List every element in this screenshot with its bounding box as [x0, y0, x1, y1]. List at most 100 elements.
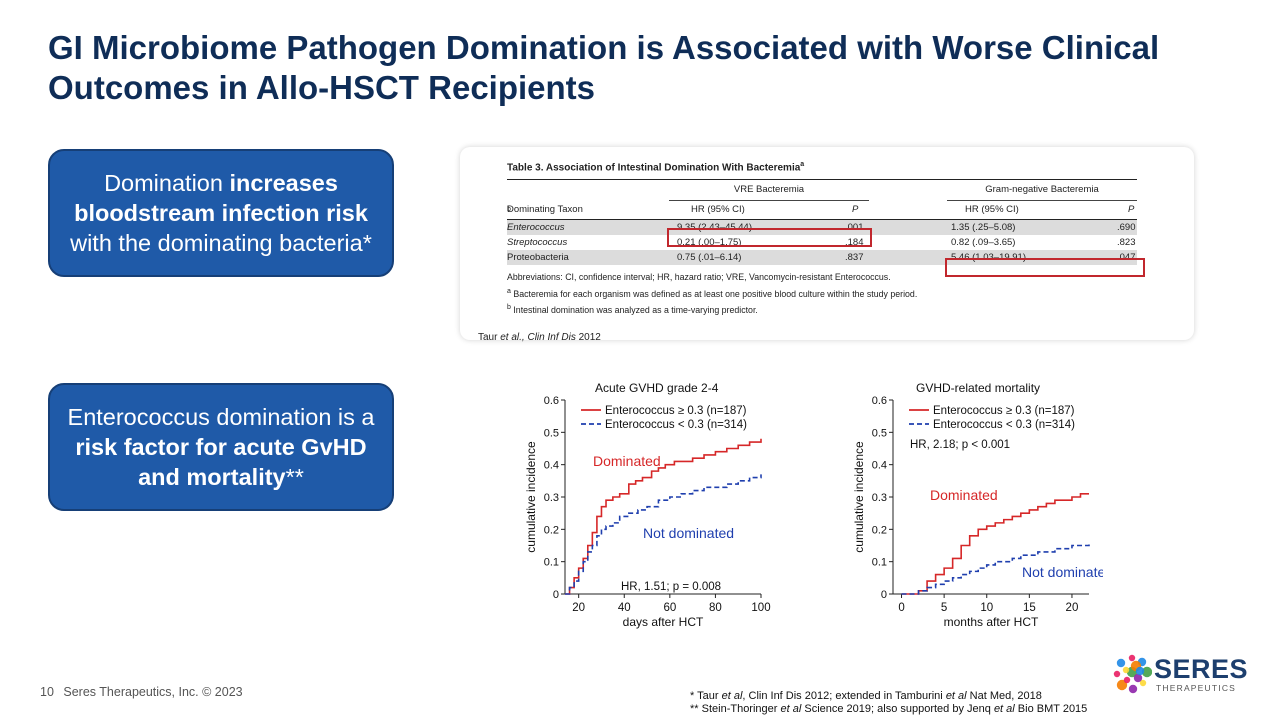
series-line-dominated — [901, 492, 1089, 595]
ref-text: ** Stein-Thoringer — [690, 703, 781, 715]
footer: 10 Seres Therapeutics, Inc. © 2023 — [40, 685, 249, 699]
ref-text: Science 2019; also supported by Jenq — [801, 703, 994, 715]
note-text: Bacteremia for each organism was defined… — [513, 288, 918, 299]
col-taxon-sup: b — [507, 206, 511, 214]
annotation-not-dominated: Not dominated — [643, 525, 734, 541]
col-hr-gn: HR (95% CI) — [965, 204, 1019, 216]
cell-p-gn: .690 — [1117, 222, 1136, 234]
ref-italic: et al — [945, 690, 967, 702]
logo-dot — [1116, 679, 1128, 691]
table-row: Enterococcus 9.35 (2.43–45.44) .001 1.35 (.… — [507, 220, 1137, 236]
legend-label: Enterococcus ≥ 0.3 (n=187) — [605, 405, 747, 417]
footer-company: Seres Therapeutics, Inc. © 2023 — [63, 685, 243, 699]
reference-line: * Taur et al, Clin Inf Dis 2012; extende… — [690, 690, 1087, 703]
cell-hr-gn: 5.46 (1.03–19.91) — [951, 252, 1027, 264]
y-tick-label: 0 — [881, 589, 887, 601]
y-tick-label: 0.5 — [872, 427, 887, 439]
cell-hr-gn: 1.35 (.25–5.08) — [951, 222, 1016, 234]
table-title-text: Table 3. Association of Intestinal Domin… — [507, 162, 801, 174]
callout-text-bold: increases bloodstream infection risk — [74, 170, 368, 226]
logo-dot — [1113, 670, 1121, 678]
note-sup: b — [507, 304, 511, 312]
col-taxon: Dominating Taxon b — [507, 200, 583, 222]
cell-hr-vre: 0.21 (.00–1.75) — [677, 237, 742, 249]
annotation-hr: HR, 1.51; p = 0.008 — [621, 581, 721, 593]
cell-taxon: Enterococcus — [507, 222, 565, 234]
x-tick-label: 60 — [663, 602, 676, 614]
slide-title: GI Microbiome Pathogen Domination is Ass… — [48, 29, 1160, 106]
ref-italic: et al — [721, 690, 743, 702]
table-citation: Taur et al., Clin Inf Dis 2012 — [478, 332, 601, 343]
col-hr-vre: HR (95% CI) — [691, 204, 745, 216]
table-note: b Intestinal domination was analyzed as … — [507, 301, 1137, 317]
x-axis-label: months after HCT — [944, 615, 1039, 629]
cell-hr-vre: 0.75 (.01–6.14) — [677, 252, 742, 264]
highlight-proteobacteria-gn — [945, 258, 1145, 277]
table-row: Streptococcus 0.21 (.00–1.75) .184 0.82 (.0… — [507, 235, 1137, 250]
logo-dot — [1133, 673, 1143, 683]
callout-bloodstream-infection: Domination increases bloodstream infecti… — [48, 149, 394, 277]
ref-text: Bio BMT 2015 — [1014, 703, 1088, 715]
table-group-header: VRE Bacteremia Gram-negative Bacteremia — [507, 180, 1137, 202]
chart-gvhd-mortality: GVHD-related mortality 0 0.1 0.2 0.3 0.4 0.5 0.… — [852, 381, 1103, 629]
y-tick-label: 0.2 — [544, 524, 559, 536]
cell-taxon: Proteobacteria — [507, 252, 569, 264]
annotation-not-dominated: Not dominated — [1022, 564, 1103, 580]
y-tick-label: 0.6 — [544, 395, 559, 407]
cell-p-gn: .823 — [1117, 237, 1136, 249]
logo-dot — [1139, 679, 1147, 687]
reference-line: ** Stein-Thoringer et al Science 2019; a… — [690, 703, 1087, 716]
ref-text: Nat Med, 2018 — [966, 690, 1042, 702]
cell-p-vre: .184 — [845, 237, 864, 249]
annotation-dominated: Dominated — [930, 487, 998, 503]
note-text: Intestinal domination was analyzed as a … — [513, 305, 758, 316]
callout-text: Enterococcus domination is a risk factor… — [64, 402, 378, 492]
y-tick-label: 0.2 — [872, 524, 887, 536]
cell-hr-gn: 0.82 (.09–3.65) — [951, 237, 1016, 249]
chart-acute-gvhd: Acute GVHD grade 2-4 0 0.1 0.2 0.3 0.4 0.5 0.6 2… — [524, 381, 771, 629]
y-tick-label: 0.1 — [544, 557, 559, 569]
bacteremia-table: Table 3. Association of Intestinal Domin… — [507, 157, 1145, 318]
y-tick-label: 0 — [553, 589, 559, 601]
x-tick-label: 20 — [1066, 602, 1079, 614]
table-title: Table 3. Association of Intestinal Domin… — [507, 157, 1137, 181]
logo-dot — [1128, 654, 1136, 662]
table-row: Proteobacteria 0.75 (.01–6.14) .837 5.46 (1… — [507, 250, 1137, 266]
cell-p-vre: .001 — [845, 222, 864, 234]
col-p-vre: P — [852, 204, 859, 216]
col-p-gn: P — [1128, 204, 1135, 216]
references: * Taur et al, Clin Inf Dis 2012; extende… — [690, 690, 1087, 716]
x-axis-label: days after HCT — [623, 615, 704, 629]
cite-text: Taur — [478, 332, 501, 343]
x-tick-label: 100 — [751, 602, 770, 614]
group-gram-negative: Gram-negative Bacteremia — [947, 180, 1137, 202]
table-body: Enterococcus 9.35 (2.43–45.44) .001 1.35 (.… — [507, 220, 1137, 266]
series-line-not-dominated — [565, 474, 762, 595]
chart-title: GVHD-related mortality — [916, 381, 1040, 395]
cite-text: 2012 — [575, 332, 601, 343]
x-tick-label: 5 — [941, 602, 947, 614]
cell-p-vre: .837 — [845, 252, 864, 264]
legend-label: Enterococcus < 0.3 (n=314) — [933, 419, 1075, 431]
cite-italic: et al., Clin Inf Dis — [500, 332, 576, 343]
annotation-dominated: Dominated — [593, 453, 661, 469]
y-tick-label: 0.5 — [544, 427, 559, 439]
logo-dot — [1141, 666, 1152, 678]
cell-p-gn: .047 — [1117, 252, 1136, 264]
group-vre: VRE Bacteremia — [669, 180, 869, 202]
callout-text: Domination increases bloodstream infecti… — [64, 168, 378, 258]
bacteremia-table-card: Table 3. Association of Intestinal Domin… — [460, 147, 1194, 340]
table-note: Abbreviations: CI, confidence interval; … — [507, 272, 891, 283]
seres-logo: SERES THERAPEUTICS — [1112, 650, 1248, 698]
ref-text: * Taur — [690, 690, 722, 702]
y-tick-label: 0.3 — [544, 492, 559, 504]
col-taxon-text: Dominating Taxon — [507, 204, 583, 216]
highlight-enterococcus-vre — [667, 228, 872, 247]
callout-text-part: Enterococcus domination is a — [67, 404, 375, 430]
y-tick-label: 0.4 — [544, 460, 559, 472]
y-tick-label: 0.6 — [872, 395, 887, 407]
callout-text-part: ** — [285, 464, 304, 490]
logo-wordmark: SERES — [1154, 654, 1249, 684]
y-tick-label: 0.1 — [872, 557, 887, 569]
x-tick-label: 80 — [709, 602, 722, 614]
